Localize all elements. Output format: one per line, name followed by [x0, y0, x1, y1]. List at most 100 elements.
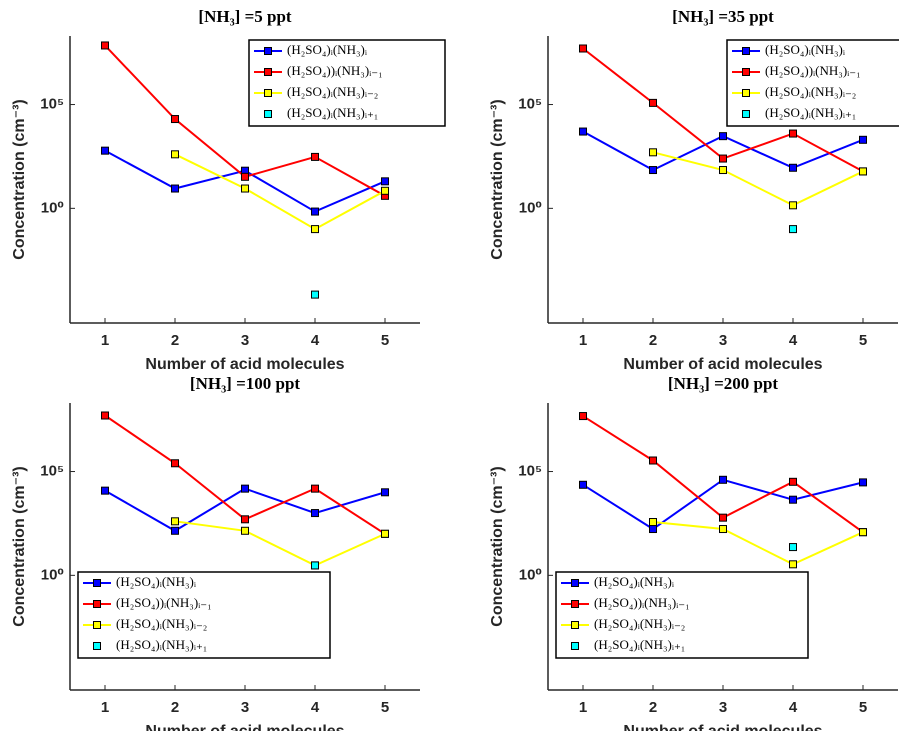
legend-marker	[742, 68, 750, 76]
marker	[381, 488, 389, 497]
x-axis-label: Number of acid molecules	[623, 356, 822, 373]
series-line	[104, 149, 386, 213]
x-tick-label: 5	[381, 699, 389, 716]
y-tick-label: 10⁰	[41, 199, 64, 216]
legend-label: (H₂SO₄))ᵢ(NH₃)ᵢ₋₁	[765, 63, 861, 78]
x-tick-label: 2	[171, 699, 179, 716]
marker	[311, 225, 319, 234]
legend-marker	[571, 642, 579, 650]
legend-label: (H₂SO₄))ᵢ(NH₃)ᵢ₋₁	[594, 595, 690, 610]
legend-box	[726, 39, 899, 127]
marker	[241, 184, 249, 193]
marker	[311, 509, 319, 518]
y-tick-label: 10⁵	[518, 463, 542, 480]
chart-title: [NH₃] =200 ppt	[668, 374, 779, 393]
marker	[381, 529, 389, 538]
x-tick-label: 2	[649, 332, 657, 349]
subplot: [NH₃] =100 ppt Number of acid molecules Co…	[11, 374, 420, 731]
marker	[241, 515, 249, 524]
x-tick-label: 1	[101, 699, 109, 716]
y-axis-label: Concentration (cm⁻³)	[489, 466, 506, 626]
marker	[311, 207, 319, 216]
x-tick-label: 4	[789, 699, 798, 716]
marker	[649, 456, 657, 465]
legend: (H₂SO₄)ᵢ(NH₃)ᵢ (H₂SO₄))ᵢ(NH₃)ᵢ₋₁ (H₂SO₄)ᵢ(…	[248, 39, 446, 127]
marker	[579, 127, 587, 136]
marker	[789, 477, 797, 486]
marker	[381, 177, 389, 186]
legend-label: (H₂SO₄)ᵢ(NH₃)ᵢ	[594, 574, 675, 589]
marker	[719, 475, 727, 484]
marker	[719, 154, 727, 163]
x-tick-label: 4	[789, 332, 798, 349]
x-axis-label: Number of acid molecules	[623, 723, 822, 731]
marker	[579, 480, 587, 489]
x-tick-label: 1	[579, 332, 587, 349]
marker	[859, 135, 867, 144]
legend-marker	[571, 600, 579, 608]
legend-marker	[264, 68, 272, 76]
legend-marker	[264, 89, 272, 97]
legend-marker	[264, 110, 272, 118]
marker	[101, 486, 109, 495]
legend-label: (H₂SO₄)ᵢ(NH₃)ᵢ₋₂	[765, 84, 856, 99]
x-axis-label: Number of acid molecules	[145, 356, 344, 373]
marker	[311, 152, 319, 161]
legend: (H₂SO₄)ᵢ(NH₃)ᵢ (H₂SO₄))ᵢ(NH₃)ᵢ₋₁ (H₂SO₄)ᵢ(…	[77, 571, 331, 659]
marker	[381, 186, 389, 195]
marker	[649, 525, 657, 534]
legend-marker	[93, 600, 101, 608]
marker	[171, 150, 179, 159]
series-line	[174, 153, 386, 231]
marker	[171, 115, 179, 124]
legend-marker	[571, 579, 579, 587]
marker	[719, 525, 727, 534]
marker	[311, 290, 319, 299]
x-tick-label: 2	[171, 332, 179, 349]
marker	[789, 543, 797, 552]
y-tick-label: 10⁵	[40, 463, 64, 480]
legend-label: (H₂SO₄)ᵢ(NH₃)ᵢ₊₁	[116, 637, 207, 652]
series-line	[652, 151, 864, 207]
chart-title: [NH₃] =100 ppt	[190, 374, 301, 393]
legend-label: (H₂SO₄)ᵢ(NH₃)ᵢ₊₁	[287, 105, 378, 120]
x-tick-label: 4	[311, 332, 320, 349]
marker	[719, 513, 727, 522]
y-tick-label: 10⁵	[40, 96, 64, 113]
legend-label: (H₂SO₄))ᵢ(NH₃)ᵢ₋₁	[116, 595, 212, 610]
legend-label: (H₂SO₄)ᵢ(NH₃)ᵢ	[116, 574, 197, 589]
legend-marker	[571, 621, 579, 629]
marker	[241, 172, 249, 181]
marker	[789, 495, 797, 504]
legend-label: (H₂SO₄))ᵢ(NH₃)ᵢ₋₁	[287, 63, 383, 78]
marker	[171, 526, 179, 535]
marker	[649, 518, 657, 527]
legend-marker	[93, 579, 101, 587]
chart-title: [NH₃] =35 ppt	[672, 7, 774, 26]
legend-marker	[93, 621, 101, 629]
legend-label: (H₂SO₄)ᵢ(NH₃)ᵢ	[287, 42, 368, 57]
marker	[171, 517, 179, 526]
legend-label: (H₂SO₄)ᵢ(NH₃)ᵢ₋₂	[287, 84, 378, 99]
legend-box	[555, 571, 809, 659]
marker	[579, 44, 587, 53]
y-tick-label: 10⁵	[518, 96, 542, 113]
legend: (H₂SO₄)ᵢ(NH₃)ᵢ (H₂SO₄))ᵢ(NH₃)ᵢ₋₁ (H₂SO₄)ᵢ(…	[555, 571, 809, 659]
marker	[101, 411, 109, 420]
legend-label: (H₂SO₄)ᵢ(NH₃)ᵢ₊₁	[765, 105, 856, 120]
legend-label: (H₂SO₄)ᵢ(NH₃)ᵢ₊₁	[594, 637, 685, 652]
legend-box	[248, 39, 446, 127]
legend-box	[77, 571, 331, 659]
marker	[649, 166, 657, 175]
marker	[789, 225, 797, 234]
marker	[311, 561, 319, 570]
x-tick-label: 4	[311, 699, 320, 716]
x-tick-label: 5	[859, 699, 867, 716]
x-tick-label: 3	[719, 332, 727, 349]
y-axis-label: Concentration (cm⁻³)	[11, 99, 28, 259]
marker	[241, 526, 249, 535]
marker	[649, 98, 657, 107]
marker	[101, 41, 109, 50]
marker	[859, 167, 867, 176]
